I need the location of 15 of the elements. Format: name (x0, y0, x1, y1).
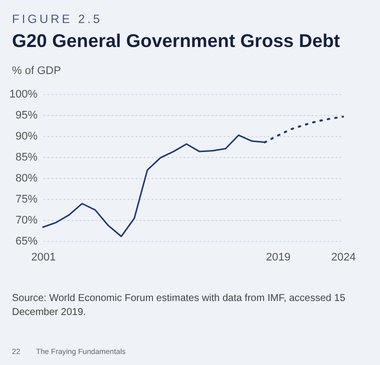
y-tick-label: 75% (15, 194, 38, 206)
y-tick-label: 90% (15, 130, 38, 142)
y-tick-label: 80% (15, 172, 38, 184)
x-tick-label: 2019 (266, 252, 291, 264)
x-tick-label: 2001 (31, 252, 56, 264)
chart-subtitle: FIGURE 2.5 (12, 12, 102, 26)
y-tick-label: 100% (9, 88, 38, 100)
y-tick-label: 95% (15, 110, 38, 122)
x-tick-label: 2024 (331, 252, 356, 264)
y-axis-title: % of GDP (12, 65, 61, 77)
source-note: Source: World Economic Forum estimates with data from IMF, accessed 15 December 2019. (12, 292, 346, 320)
chart-title: G20 General Government Gross Debt (12, 30, 340, 52)
y-tick-label: 65% (15, 236, 38, 248)
y-tick-label: 85% (15, 152, 38, 164)
y-tick-label: 70% (15, 214, 38, 226)
